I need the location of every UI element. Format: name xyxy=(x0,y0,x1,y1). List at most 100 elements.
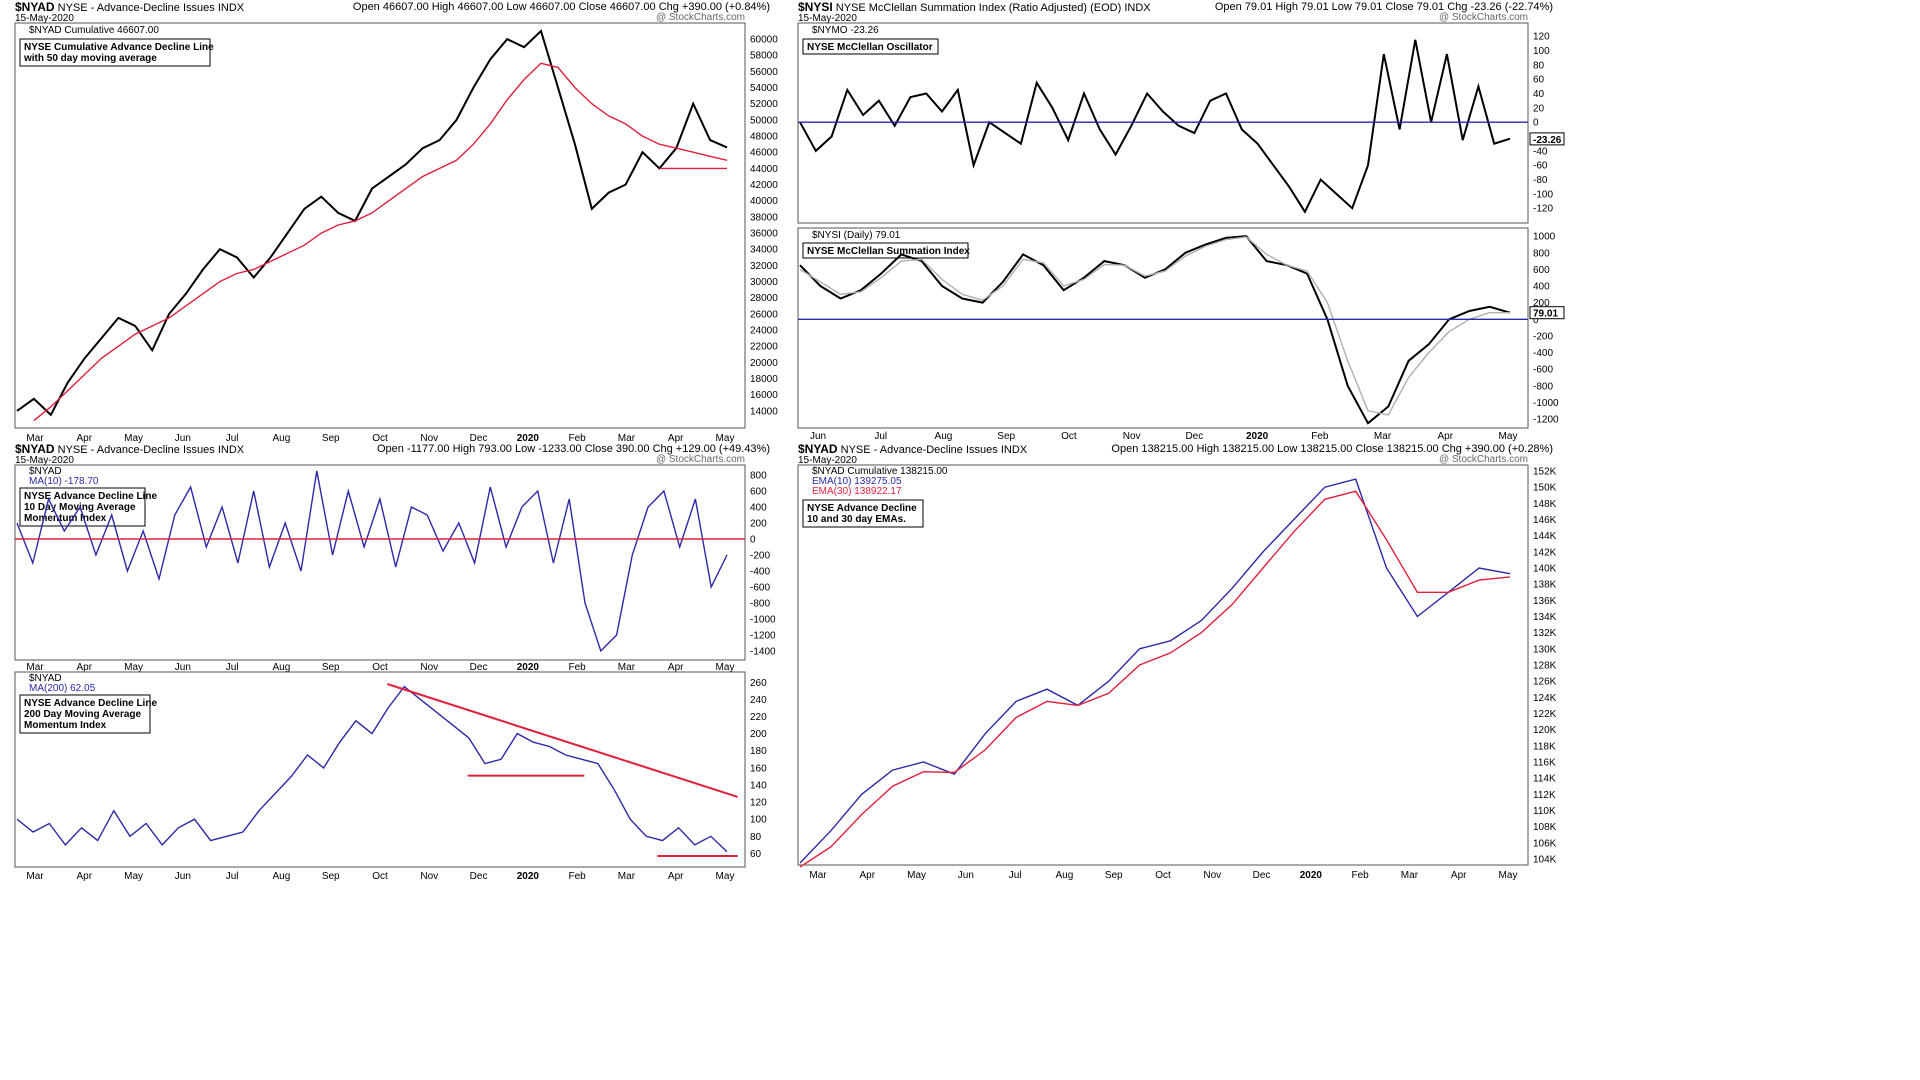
nysi-plot: -1200 -1000 -800 -600 -400 -200 0 200 400 600 800 1… xyxy=(798,232,1559,442)
nyad-x-label: Oct xyxy=(372,433,388,444)
nyad-ohlc: Open 46607.00 High 46607.00 Low 46607.00… xyxy=(352,1,770,13)
ema-date: 15-May-2020 xyxy=(798,455,857,466)
ema-x-label: Jun xyxy=(958,870,974,881)
ema-x-label: Apr xyxy=(1451,870,1467,881)
nymo-note: NYSE McClellan Oscillator xyxy=(802,38,939,55)
ad200-y-tick: 100 xyxy=(750,815,767,826)
nysi-legend: $NYSI (Daily) 79.01 xyxy=(812,230,901,241)
ad10-y-tick: -1200 xyxy=(750,631,776,642)
nysi-last-value-box xyxy=(1529,306,1565,320)
nysi-x-label: Dec xyxy=(1185,431,1203,442)
ema-legend-2: EMA(10) 139275.05 xyxy=(812,476,902,487)
ad10-exchange: INDX xyxy=(217,444,245,456)
nymo-last-value-box xyxy=(1529,132,1565,146)
ad200-legend-1: $NYAD xyxy=(29,673,62,684)
nymo-y-tick: 120 xyxy=(1533,32,1550,43)
ema-y-tick: 108K xyxy=(1533,822,1557,833)
ad200-x-label: 2020 xyxy=(517,871,540,882)
ema-x-label: 2020 xyxy=(1300,870,1323,881)
nyad-y-tick: 36000 xyxy=(750,229,778,240)
ema-x-label: Sep xyxy=(1105,870,1123,881)
ad10-x-label: 2020 xyxy=(517,662,540,673)
nyad-x-label: Mar xyxy=(618,433,636,444)
nysi-x-label: Oct xyxy=(1061,431,1077,442)
nyad-y-tick: 48000 xyxy=(750,132,778,143)
ad10-symbol: $NYAD xyxy=(15,442,55,456)
ema-x-label: May xyxy=(1499,870,1518,881)
ad200-x-label: Apr xyxy=(668,871,684,882)
ad10-x-label: Nov xyxy=(420,662,438,673)
ema-note-line-1: NYSE Advance Decline xyxy=(807,503,917,514)
ad200-y-tick: 200 xyxy=(750,729,767,740)
ad10-y-tick: -800 xyxy=(750,599,770,610)
ema-x-label: Mar xyxy=(809,870,827,881)
nyad-chart: $NYAD Cumulative 46607.00 @ StockCharts.… xyxy=(14,12,778,444)
nysi-x-label: Jul xyxy=(874,431,887,442)
ema-y-tick: 152K xyxy=(1533,467,1557,478)
ema-y-tick: 118K xyxy=(1533,741,1556,752)
ad200-x-label: Dec xyxy=(470,871,488,882)
nyad-x-label: Jul xyxy=(226,433,239,444)
ema-x-label: Oct xyxy=(1155,870,1171,881)
ad10-x-label: Aug xyxy=(273,662,291,673)
nymo-series--nymo xyxy=(799,39,1511,214)
ad200-chart: $NYAD MA(200) 62.05 NYSE Advance Decline… xyxy=(14,671,767,882)
nyad-note-line-2: with 50 day moving average xyxy=(23,53,157,64)
ema-note: NYSE Advance Decline 10 and 30 day EMAs. xyxy=(802,499,924,528)
ad10-x-label: Jun xyxy=(175,662,191,673)
ema-x-label: Apr xyxy=(860,870,876,881)
nysi-x-label: Apr xyxy=(1437,431,1453,442)
nyad-y-tick: 20000 xyxy=(750,358,778,369)
nyad-y-tick: 18000 xyxy=(750,374,778,385)
ad10-x-label: Jul xyxy=(226,662,239,673)
nyad-note: NYSE Cumulative Advance Decline Line wit… xyxy=(19,38,214,67)
nyad-plot: 14000 16000 18000 20000 22000 24000 26000 28000… xyxy=(16,29,778,444)
ad200-y-tick: 180 xyxy=(750,746,767,757)
ema-plot-frame xyxy=(797,464,1529,866)
ad200-x-label: Feb xyxy=(569,871,587,882)
nysi-series-signal xyxy=(799,236,1511,416)
ema-y-tick: 122K xyxy=(1533,709,1557,720)
ad10-x-label: Mar xyxy=(618,662,636,673)
nyad-y-tick: 60000 xyxy=(750,35,778,46)
ema-ohlc: Open 138215.00 High 138215.00 Low 138215… xyxy=(1111,443,1553,455)
ema-x-label: Mar xyxy=(1401,870,1419,881)
ad10-y-tick: 600 xyxy=(750,487,767,498)
ad10-series-ma-10- xyxy=(16,470,728,653)
ad10-date: 15-May-2020 xyxy=(15,455,74,466)
nysi-y-tick: -400 xyxy=(1533,348,1553,359)
ad200-note: NYSE Advance Decline Line 200 Day Moving… xyxy=(19,694,157,734)
nymo-y-tick: 100 xyxy=(1533,46,1550,57)
ad200-legend-2: MA(200) 62.05 xyxy=(29,683,96,694)
nysi-y-tick: -1200 xyxy=(1533,415,1559,426)
nyad-y-tick: 46000 xyxy=(750,148,778,159)
ema-y-tick: 124K xyxy=(1533,693,1557,704)
nysi-y-tick: 800 xyxy=(1533,248,1550,259)
nyad-symbol: $NYAD xyxy=(15,0,55,14)
nymo-date: 15-May-2020 xyxy=(798,13,857,24)
ema-x-label: Jul xyxy=(1009,870,1022,881)
nysi-y-tick: -600 xyxy=(1533,365,1553,376)
nyad-x-label: Aug xyxy=(273,433,291,444)
ema-y-tick: 130K xyxy=(1533,644,1557,655)
nyad-exchange: INDX xyxy=(217,2,245,14)
nyad-date: 15-May-2020 xyxy=(15,13,74,24)
ema-y-tick: 116K xyxy=(1533,757,1556,768)
nyad-x-label: Dec xyxy=(470,433,488,444)
ad10-y-tick: -1000 xyxy=(750,615,776,626)
nymo-y-tick: -120 xyxy=(1533,204,1553,215)
nysi-x-label: Nov xyxy=(1123,431,1141,442)
ema-y-tick: 104K xyxy=(1533,854,1557,865)
nyad-y-tick: 50000 xyxy=(750,115,778,126)
ema-series-ema-10- xyxy=(799,478,1511,864)
nymo-y-tick: 80 xyxy=(1533,60,1545,71)
nyad-note-line-1: NYSE Cumulative Advance Decline Line xyxy=(24,42,214,53)
ad200-plot: 60 80 100 120 140 160 180 200 220 240 260 Mar Apr May… xyxy=(16,678,767,882)
nysi-x-label: May xyxy=(1499,431,1518,442)
ema-note-line-2: 10 and 30 day EMAs. xyxy=(807,514,906,525)
ad200-x-label: Jun xyxy=(175,871,191,882)
nyad-watermark: @ StockCharts.com xyxy=(656,12,745,23)
ad10-note-line-3: Momentum Index xyxy=(24,513,107,524)
nymo-plot-frame xyxy=(797,22,1529,224)
nysi-y-tick: -200 xyxy=(1533,331,1553,342)
